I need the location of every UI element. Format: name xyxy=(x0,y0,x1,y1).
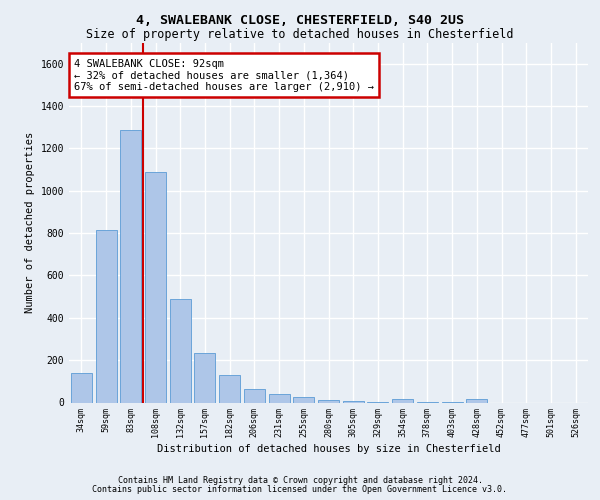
Y-axis label: Number of detached properties: Number of detached properties xyxy=(25,132,35,313)
Text: Contains public sector information licensed under the Open Government Licence v3: Contains public sector information licen… xyxy=(92,485,508,494)
Text: 4 SWALEBANK CLOSE: 92sqm
← 32% of detached houses are smaller (1,364)
67% of sem: 4 SWALEBANK CLOSE: 92sqm ← 32% of detach… xyxy=(74,58,374,92)
Bar xyxy=(219,376,240,402)
Text: Size of property relative to detached houses in Chesterfield: Size of property relative to detached ho… xyxy=(86,28,514,41)
Bar xyxy=(71,373,92,402)
Bar xyxy=(293,397,314,402)
Bar xyxy=(244,388,265,402)
Bar xyxy=(343,401,364,402)
Bar xyxy=(318,400,339,402)
Bar xyxy=(269,394,290,402)
Bar xyxy=(145,172,166,402)
Bar xyxy=(194,352,215,403)
Bar xyxy=(95,230,116,402)
Bar xyxy=(392,399,413,402)
Text: 4, SWALEBANK CLOSE, CHESTERFIELD, S40 2US: 4, SWALEBANK CLOSE, CHESTERFIELD, S40 2U… xyxy=(136,14,464,27)
Bar xyxy=(466,400,487,402)
Bar xyxy=(120,130,141,402)
X-axis label: Distribution of detached houses by size in Chesterfield: Distribution of detached houses by size … xyxy=(157,444,500,454)
Bar xyxy=(170,298,191,403)
Text: Contains HM Land Registry data © Crown copyright and database right 2024.: Contains HM Land Registry data © Crown c… xyxy=(118,476,482,485)
